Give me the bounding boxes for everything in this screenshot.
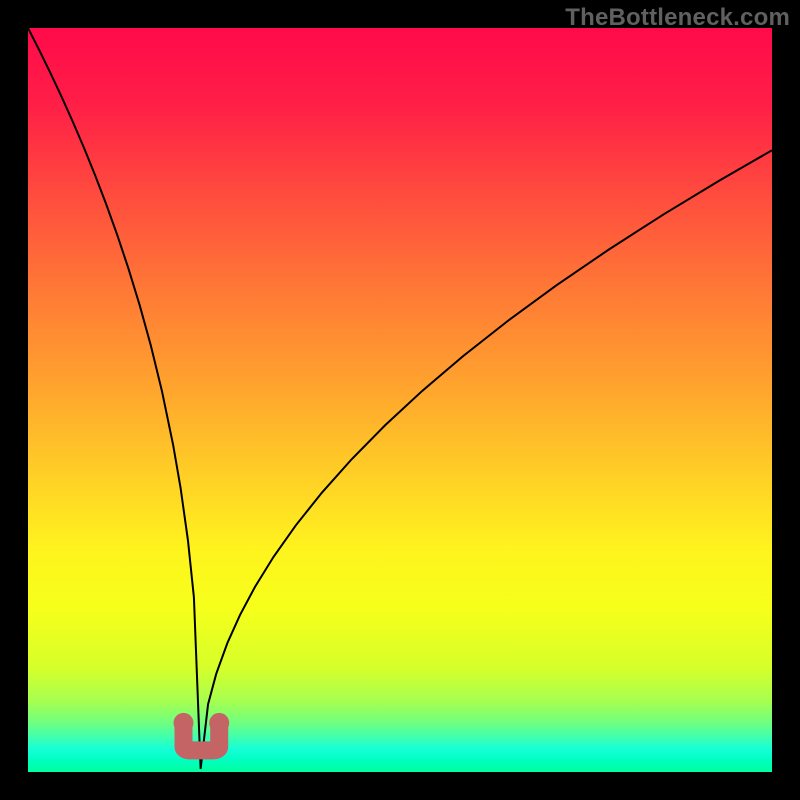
marker-endpoint-left <box>173 713 193 733</box>
chart-stage: TheBottleneck.com <box>0 0 800 800</box>
watermark-text: TheBottleneck.com <box>565 4 790 32</box>
plot-background <box>28 28 772 772</box>
bottleneck-chart <box>0 0 800 800</box>
marker-endpoint-right <box>209 713 229 733</box>
